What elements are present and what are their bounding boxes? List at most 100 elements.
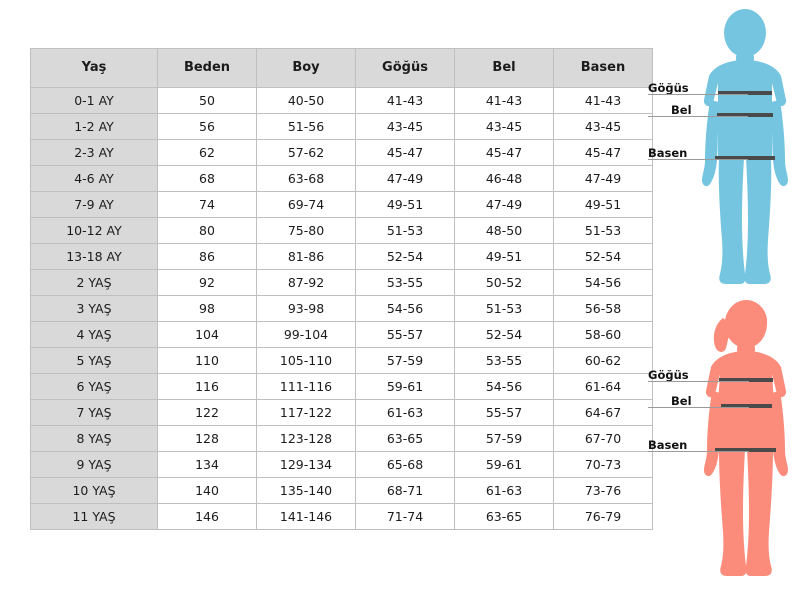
cell-age: 4-6 AY <box>30 165 158 192</box>
cell-bel: 46-48 <box>454 165 554 192</box>
cell-beden: 116 <box>157 373 257 400</box>
cell-basen: 49-51 <box>553 191 653 218</box>
boy-callout-basen-rule <box>648 159 748 160</box>
girl-callout-bel-rule <box>648 407 749 408</box>
cell-age: 0-1 AY <box>30 87 158 114</box>
cell-boy: 123-128 <box>256 425 356 452</box>
cell-basen: 61-64 <box>553 373 653 400</box>
table-row: 0-1 AY 50 40-50 41-43 41-43 41-43 <box>30 87 653 114</box>
cell-age: 5 YAŞ <box>30 347 158 374</box>
cell-beden: 146 <box>157 503 257 530</box>
cell-gogus: 59-61 <box>355 373 455 400</box>
cell-boy: 93-98 <box>256 295 356 322</box>
cell-boy: 99-104 <box>256 321 356 348</box>
cell-beden: 74 <box>157 191 257 218</box>
cell-gogus: 68-71 <box>355 477 455 504</box>
cell-beden: 122 <box>157 399 257 426</box>
table-row: 1-2 AY 56 51-56 43-45 43-45 43-45 <box>30 113 653 140</box>
column-header-boy: Boy <box>256 48 356 88</box>
cell-beden: 80 <box>157 217 257 244</box>
boy-callout-gogus-rule <box>648 94 748 95</box>
column-header-bel: Bel <box>454 48 554 88</box>
cell-bel: 55-57 <box>454 399 554 426</box>
cell-beden: 56 <box>157 113 257 140</box>
boy-figure-block: Göğüs Bel Basen <box>648 8 800 296</box>
table-row: 11 YAŞ 146 141-146 71-74 63-65 76-79 <box>30 503 653 530</box>
cell-bel: 43-45 <box>454 113 554 140</box>
column-header-yas: Yaş <box>30 48 158 88</box>
boy-callout-bel-rule <box>648 116 748 117</box>
body-figures-panel: Göğüs Bel Basen <box>648 0 800 593</box>
cell-basen: 73-76 <box>553 477 653 504</box>
cell-beden: 110 <box>157 347 257 374</box>
cell-basen: 58-60 <box>553 321 653 348</box>
cell-boy: 129-134 <box>256 451 356 478</box>
cell-bel: 49-51 <box>454 243 554 270</box>
cell-gogus: 57-59 <box>355 347 455 374</box>
cell-beden: 140 <box>157 477 257 504</box>
cell-beden: 134 <box>157 451 257 478</box>
cell-boy: 87-92 <box>256 269 356 296</box>
cell-gogus: 45-47 <box>355 139 455 166</box>
cell-bel: 57-59 <box>454 425 554 452</box>
cell-basen: 70-73 <box>553 451 653 478</box>
boy-figure <box>702 9 788 284</box>
cell-gogus: 53-55 <box>355 269 455 296</box>
cell-bel: 52-54 <box>454 321 554 348</box>
cell-basen: 47-49 <box>553 165 653 192</box>
cell-gogus: 65-68 <box>355 451 455 478</box>
cell-age: 11 YAŞ <box>30 503 158 530</box>
table-row: 10 YAŞ 140 135-140 68-71 61-63 73-76 <box>30 477 653 504</box>
girl-waist-band <box>721 404 772 408</box>
table-row: 8 YAŞ 128 123-128 63-65 57-59 67-70 <box>30 425 653 452</box>
cell-basen: 64-67 <box>553 399 653 426</box>
table-row: 10-12 AY 80 75-80 51-53 48-50 51-53 <box>30 217 653 244</box>
cell-bel: 59-61 <box>454 451 554 478</box>
cell-gogus: 47-49 <box>355 165 455 192</box>
table-body: 0-1 AY 50 40-50 41-43 41-43 41-43 1-2 AY 56 51-5… <box>30 87 653 530</box>
girl-callout-gogus-label: Göğüs <box>648 368 689 382</box>
cell-gogus: 43-45 <box>355 113 455 140</box>
cell-beden: 86 <box>157 243 257 270</box>
cell-basen: 45-47 <box>553 139 653 166</box>
cell-bel: 61-63 <box>454 477 554 504</box>
table-row: 13-18 AY 86 81-86 52-54 49-51 52-54 <box>30 243 653 270</box>
cell-beden: 62 <box>157 139 257 166</box>
cell-boy: 57-62 <box>256 139 356 166</box>
cell-basen: 60-62 <box>553 347 653 374</box>
cell-beden: 104 <box>157 321 257 348</box>
size-chart-table-container: Yaş Beden Boy Göğüs Bel Basen 0-1 AY 50 40… <box>30 48 653 530</box>
cell-age: 7 YAŞ <box>30 399 158 426</box>
cell-beden: 68 <box>157 165 257 192</box>
girl-hip-band <box>715 448 776 452</box>
boy-callout-bel-label: Bel <box>671 103 692 117</box>
boy-chest-band <box>718 91 772 95</box>
table-row: 7 YAŞ 122 117-122 61-63 55-57 64-67 <box>30 399 653 426</box>
cell-boy: 117-122 <box>256 399 356 426</box>
cell-bel: 63-65 <box>454 503 554 530</box>
cell-gogus: 55-57 <box>355 321 455 348</box>
cell-boy: 105-110 <box>256 347 356 374</box>
cell-gogus: 52-54 <box>355 243 455 270</box>
cell-basen: 51-53 <box>553 217 653 244</box>
girl-chest-band <box>719 378 773 382</box>
column-header-beden: Beden <box>157 48 257 88</box>
cell-bel: 50-52 <box>454 269 554 296</box>
cell-age: 6 YAŞ <box>30 373 158 400</box>
cell-basen: 56-58 <box>553 295 653 322</box>
cell-age: 9 YAŞ <box>30 451 158 478</box>
cell-bel: 51-53 <box>454 295 554 322</box>
cell-boy: 81-86 <box>256 243 356 270</box>
cell-bel: 53-55 <box>454 347 554 374</box>
column-header-gogus: Göğüs <box>355 48 455 88</box>
girl-callout-gogus-rule <box>648 381 749 382</box>
cell-boy: 40-50 <box>256 87 356 114</box>
cell-beden: 128 <box>157 425 257 452</box>
cell-age: 10 YAŞ <box>30 477 158 504</box>
table-row: 4-6 AY 68 63-68 47-49 46-48 47-49 <box>30 165 653 192</box>
cell-age: 1-2 AY <box>30 113 158 140</box>
cell-boy: 75-80 <box>256 217 356 244</box>
cell-age: 7-9 AY <box>30 191 158 218</box>
cell-beden: 50 <box>157 87 257 114</box>
cell-gogus: 63-65 <box>355 425 455 452</box>
